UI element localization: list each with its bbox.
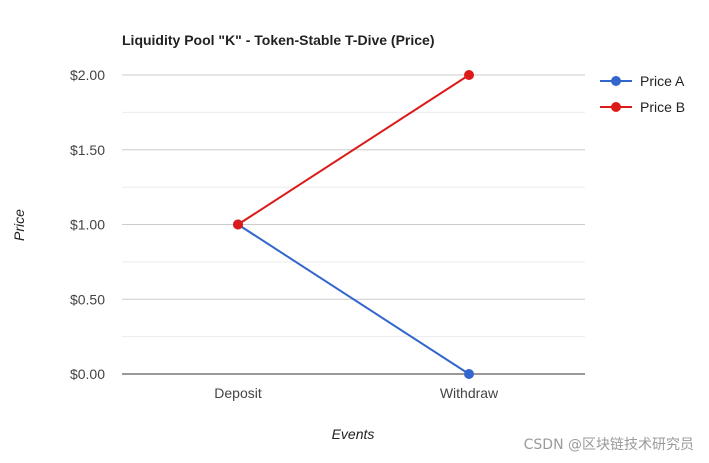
legend-label-price-b: Price B bbox=[640, 99, 685, 115]
y-axis-label: Price bbox=[11, 209, 27, 241]
legend-label-price-a: Price A bbox=[640, 73, 685, 89]
data-point-price-b bbox=[464, 70, 474, 80]
series-line-price-a bbox=[237, 223, 470, 375]
y-tick-label: $1.50 bbox=[70, 142, 105, 158]
x-tick-label: Withdraw bbox=[440, 385, 499, 401]
legend-marker-price-a bbox=[611, 76, 621, 86]
watermark: CSDN @区块链技术研究员 bbox=[524, 437, 694, 453]
x-axis-label: Events bbox=[332, 426, 375, 442]
y-axis-ticks: $0.00 $0.50 $1.00 $1.50 $2.00 bbox=[70, 67, 105, 382]
legend: Price A Price B bbox=[600, 73, 685, 115]
series-lines bbox=[233, 70, 474, 379]
y-tick-label: $0.00 bbox=[70, 366, 105, 382]
x-tick-label: Deposit bbox=[214, 385, 262, 401]
series-line-price-b bbox=[237, 74, 470, 226]
y-tick-label: $2.00 bbox=[70, 67, 105, 83]
x-axis-ticks: Deposit Withdraw bbox=[214, 385, 499, 401]
data-point-price-b bbox=[233, 219, 243, 230]
y-tick-label: $0.50 bbox=[70, 291, 105, 307]
y-tick-label: $1.00 bbox=[70, 217, 105, 233]
chart-title: Liquidity Pool "K" - Token-Stable T-Dive… bbox=[122, 32, 435, 48]
legend-marker-price-b bbox=[611, 102, 621, 112]
data-point-price-a bbox=[464, 369, 474, 379]
gridlines bbox=[122, 74, 585, 375]
